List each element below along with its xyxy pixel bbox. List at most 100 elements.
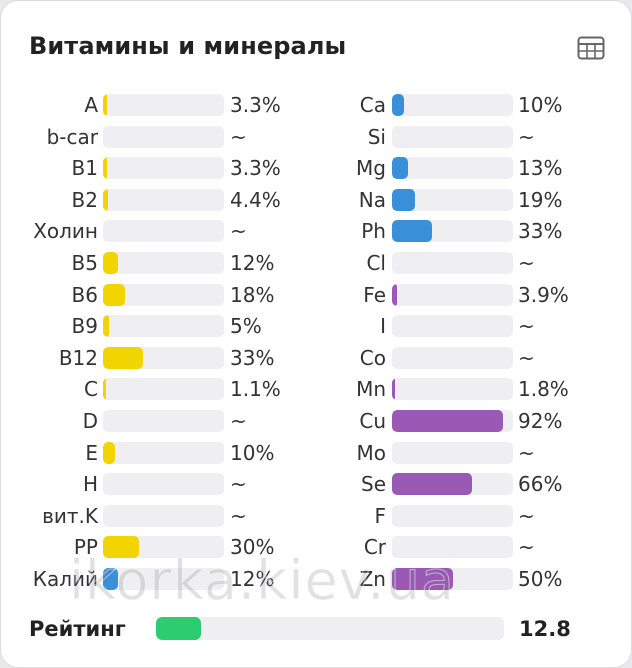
vitamin-value: ~ — [230, 503, 247, 528]
vitamin-bar-track — [103, 441, 224, 464]
vitamin-bar-fill — [103, 378, 106, 401]
mineral-value: 13% — [518, 156, 563, 181]
mineral-value: 50% — [518, 566, 563, 591]
vitamin-label: D — [82, 408, 98, 433]
mineral-row: Fe 3.9% — [301, 280, 632, 312]
mineral-bar-track — [392, 251, 513, 274]
mineral-bar-fill — [392, 188, 415, 211]
vitamin-label: PP — [73, 535, 98, 560]
vitamin-bar-track — [103, 251, 224, 274]
vitamin-label: b-car — [46, 124, 98, 149]
vitamin-value: 12% — [230, 250, 275, 275]
vitamin-bar-track — [103, 346, 224, 369]
vitamin-bar-fill — [103, 283, 125, 306]
mineral-bar-fill — [392, 378, 395, 401]
mineral-bar-fill — [392, 283, 397, 306]
mineral-bar-track — [392, 536, 513, 559]
vitamin-value: 12% — [230, 566, 275, 591]
vitamin-bar-track — [103, 283, 224, 306]
card-title: Витамины и минералы — [29, 32, 347, 60]
vitamin-bar-track — [103, 220, 224, 243]
mineral-row: Cl ~ — [301, 248, 632, 280]
mineral-bar-track — [392, 315, 513, 338]
mineral-value: ~ — [518, 535, 535, 560]
vitamin-bar-fill — [103, 251, 118, 274]
mineral-value: 19% — [518, 187, 563, 212]
vitamin-row: Холин ~ — [1, 216, 301, 248]
mineral-value: ~ — [518, 440, 535, 465]
mineral-label: Ca — [359, 93, 386, 117]
vitamin-label: B1 — [71, 156, 98, 181]
rating-bar-fill — [156, 617, 201, 640]
mineral-label: Zn — [359, 566, 386, 591]
mineral-row: Na 19% — [301, 185, 632, 217]
mineral-row: Ca 10% — [301, 90, 632, 122]
vitamin-bar-track — [103, 94, 224, 116]
mineral-bar-track — [392, 441, 513, 464]
mineral-value: ~ — [518, 124, 535, 149]
mineral-bar-track — [392, 125, 513, 148]
mineral-bar-track — [392, 188, 513, 211]
mineral-row: F ~ — [301, 501, 632, 533]
mineral-label: Se — [361, 472, 386, 497]
vitamin-bar-track — [103, 188, 224, 211]
vitamin-row: C 1.1% — [1, 374, 301, 406]
vitamin-value: 5% — [230, 314, 262, 339]
vitamin-bar-track — [103, 536, 224, 559]
vitamin-row: B2 4.4% — [1, 185, 301, 217]
mineral-label: Co — [359, 345, 386, 370]
mineral-row: Si ~ — [301, 122, 632, 154]
vitamin-value: ~ — [230, 219, 247, 244]
mineral-row: I ~ — [301, 311, 632, 343]
mineral-label: Si — [367, 124, 386, 149]
vitamin-value: 3.3% — [230, 156, 281, 181]
mineral-label: Na — [358, 187, 386, 212]
mineral-row: Ph 33% — [301, 216, 632, 248]
vitamin-bar-track — [103, 567, 224, 590]
mineral-row: Zn 50% — [301, 564, 632, 596]
mineral-bar-fill — [392, 220, 432, 243]
vitamin-value: ~ — [230, 472, 247, 497]
mineral-value: ~ — [518, 345, 535, 370]
vitamin-bar-fill — [103, 157, 107, 180]
mineral-value: 92% — [518, 408, 563, 433]
vitamin-bar-fill — [103, 441, 116, 464]
vitamin-label: Калий — [32, 566, 98, 591]
mineral-label: Cu — [359, 408, 386, 433]
mineral-bar-track — [392, 378, 513, 401]
mineral-bar-fill — [392, 473, 472, 496]
mineral-row: Mn 1.8% — [301, 374, 632, 406]
mineral-label: Ph — [361, 219, 386, 244]
mineral-bar-track — [392, 283, 513, 306]
mineral-value: 3.9% — [518, 282, 569, 307]
vitamin-row: B6 18% — [1, 280, 301, 312]
mineral-value: ~ — [518, 503, 535, 528]
mineral-label: Cl — [366, 250, 386, 275]
mineral-bar-track — [392, 409, 513, 432]
vitamin-row: PP 30% — [1, 532, 301, 564]
vitamin-bar-fill — [103, 536, 140, 559]
vitamin-row: b-car ~ — [1, 122, 301, 154]
vitamin-value: 4.4% — [230, 187, 281, 212]
vitamin-row: вит.K ~ — [1, 501, 301, 533]
vitamin-row: Калий 12% — [1, 564, 301, 596]
mineral-bar-track — [392, 473, 513, 496]
table-grid-icon[interactable] — [577, 36, 605, 60]
mineral-row: Se 66% — [301, 469, 632, 501]
vitamin-value: 1.1% — [230, 377, 281, 402]
mineral-bar-track — [392, 220, 513, 243]
vitamin-bar-track — [103, 473, 224, 496]
mineral-label: Mn — [356, 377, 386, 402]
mineral-row: Cr ~ — [301, 532, 632, 564]
mineral-value: 33% — [518, 219, 563, 244]
mineral-row: Co ~ — [301, 343, 632, 375]
mineral-bar-fill — [392, 567, 453, 590]
mineral-bar-track — [392, 567, 513, 590]
mineral-row: Mo ~ — [301, 438, 632, 470]
vitamin-row: D ~ — [1, 406, 301, 438]
vitamin-row: A 3.3% — [1, 90, 301, 122]
vitamin-bar-fill — [103, 315, 110, 338]
vitamin-row: B9 5% — [1, 311, 301, 343]
mineral-bar-fill — [392, 409, 504, 432]
